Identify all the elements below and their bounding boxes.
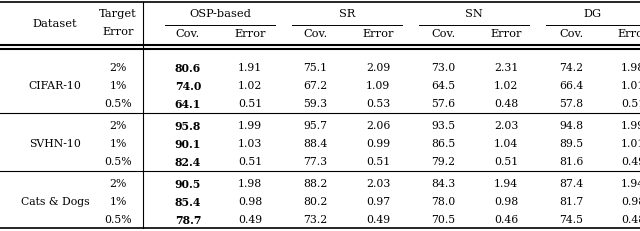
Text: Dataset: Dataset bbox=[33, 19, 77, 29]
Text: 94.8: 94.8 bbox=[559, 121, 583, 131]
Text: 0.46: 0.46 bbox=[494, 214, 518, 224]
Text: 57.8: 57.8 bbox=[559, 99, 583, 109]
Text: Error: Error bbox=[617, 29, 640, 39]
Text: 0.48: 0.48 bbox=[621, 214, 640, 224]
Text: 2.03: 2.03 bbox=[494, 121, 518, 131]
Text: 82.4: 82.4 bbox=[175, 156, 201, 167]
Text: 0.98: 0.98 bbox=[238, 196, 262, 206]
Text: 2%: 2% bbox=[109, 178, 127, 188]
Text: 0.49: 0.49 bbox=[621, 156, 640, 166]
Text: 2%: 2% bbox=[109, 121, 127, 131]
Text: 1%: 1% bbox=[109, 138, 127, 148]
Text: 67.2: 67.2 bbox=[303, 81, 327, 91]
Text: Error: Error bbox=[362, 29, 394, 39]
Text: 66.4: 66.4 bbox=[559, 81, 583, 91]
Text: 0.51: 0.51 bbox=[621, 99, 640, 109]
Text: 95.8: 95.8 bbox=[175, 120, 201, 131]
Text: Cov.: Cov. bbox=[431, 29, 455, 39]
Text: 87.4: 87.4 bbox=[559, 178, 583, 188]
Text: 2.06: 2.06 bbox=[366, 121, 390, 131]
Text: 81.6: 81.6 bbox=[559, 156, 583, 166]
Text: 2%: 2% bbox=[109, 63, 127, 73]
Text: 1.02: 1.02 bbox=[494, 81, 518, 91]
Text: 73.0: 73.0 bbox=[431, 63, 455, 73]
Text: Error: Error bbox=[102, 27, 134, 37]
Text: 1.99: 1.99 bbox=[238, 121, 262, 131]
Text: OSP-based: OSP-based bbox=[189, 9, 251, 19]
Text: 0.49: 0.49 bbox=[238, 214, 262, 224]
Text: 1.02: 1.02 bbox=[238, 81, 262, 91]
Text: 88.2: 88.2 bbox=[303, 178, 327, 188]
Text: 2.03: 2.03 bbox=[366, 178, 390, 188]
Text: 0.97: 0.97 bbox=[366, 196, 390, 206]
Text: 1.98: 1.98 bbox=[621, 63, 640, 73]
Text: Error: Error bbox=[234, 29, 266, 39]
Text: 0.5%: 0.5% bbox=[104, 99, 132, 109]
Text: SVHN-10: SVHN-10 bbox=[29, 138, 81, 148]
Text: 57.6: 57.6 bbox=[431, 99, 455, 109]
Text: Target: Target bbox=[99, 9, 137, 19]
Text: 0.99: 0.99 bbox=[366, 138, 390, 148]
Text: 89.5: 89.5 bbox=[559, 138, 583, 148]
Text: 95.7: 95.7 bbox=[303, 121, 327, 131]
Text: 0.98: 0.98 bbox=[621, 196, 640, 206]
Text: 1.09: 1.09 bbox=[366, 81, 390, 91]
Text: 77.3: 77.3 bbox=[303, 156, 327, 166]
Text: 90.1: 90.1 bbox=[175, 138, 201, 149]
Text: 1%: 1% bbox=[109, 81, 127, 91]
Text: 74.2: 74.2 bbox=[559, 63, 583, 73]
Text: CIFAR-10: CIFAR-10 bbox=[29, 81, 81, 91]
Text: 78.0: 78.0 bbox=[431, 196, 455, 206]
Text: 0.5%: 0.5% bbox=[104, 156, 132, 166]
Text: 74.0: 74.0 bbox=[175, 80, 201, 91]
Text: 0.98: 0.98 bbox=[494, 196, 518, 206]
Text: Cats & Dogs: Cats & Dogs bbox=[20, 196, 90, 206]
Text: 85.4: 85.4 bbox=[175, 196, 201, 207]
Text: 64.5: 64.5 bbox=[431, 81, 455, 91]
Text: 1.01: 1.01 bbox=[621, 138, 640, 148]
Text: SR: SR bbox=[339, 9, 355, 19]
Text: 64.1: 64.1 bbox=[175, 98, 201, 109]
Text: 75.1: 75.1 bbox=[303, 63, 327, 73]
Text: 79.2: 79.2 bbox=[431, 156, 455, 166]
Text: 59.3: 59.3 bbox=[303, 99, 327, 109]
Text: 1.94: 1.94 bbox=[621, 178, 640, 188]
Text: 90.5: 90.5 bbox=[175, 178, 201, 189]
Text: 88.4: 88.4 bbox=[303, 138, 327, 148]
Text: 1.91: 1.91 bbox=[238, 63, 262, 73]
Text: 0.51: 0.51 bbox=[494, 156, 518, 166]
Text: 1.01: 1.01 bbox=[621, 81, 640, 91]
Text: Cov.: Cov. bbox=[559, 29, 583, 39]
Text: 0.53: 0.53 bbox=[366, 99, 390, 109]
Text: 2.31: 2.31 bbox=[494, 63, 518, 73]
Text: 1.03: 1.03 bbox=[238, 138, 262, 148]
Text: 2.09: 2.09 bbox=[366, 63, 390, 73]
Text: 0.51: 0.51 bbox=[238, 99, 262, 109]
Text: 1%: 1% bbox=[109, 196, 127, 206]
Text: Error: Error bbox=[490, 29, 522, 39]
Text: 80.6: 80.6 bbox=[175, 62, 201, 73]
Text: 1.99: 1.99 bbox=[621, 121, 640, 131]
Text: 74.5: 74.5 bbox=[559, 214, 583, 224]
Text: 80.2: 80.2 bbox=[303, 196, 327, 206]
Text: 1.98: 1.98 bbox=[238, 178, 262, 188]
Text: Cov.: Cov. bbox=[303, 29, 327, 39]
Text: SN: SN bbox=[465, 9, 483, 19]
Text: 0.5%: 0.5% bbox=[104, 214, 132, 224]
Text: 70.5: 70.5 bbox=[431, 214, 455, 224]
Text: 1.94: 1.94 bbox=[494, 178, 518, 188]
Text: 93.5: 93.5 bbox=[431, 121, 455, 131]
Text: 0.51: 0.51 bbox=[366, 156, 390, 166]
Text: 0.49: 0.49 bbox=[366, 214, 390, 224]
Text: 1.04: 1.04 bbox=[494, 138, 518, 148]
Text: 86.5: 86.5 bbox=[431, 138, 455, 148]
Text: 0.48: 0.48 bbox=[494, 99, 518, 109]
Text: 0.51: 0.51 bbox=[238, 156, 262, 166]
Text: 81.7: 81.7 bbox=[559, 196, 583, 206]
Text: DG: DG bbox=[584, 9, 602, 19]
Text: 84.3: 84.3 bbox=[431, 178, 455, 188]
Text: 78.7: 78.7 bbox=[175, 214, 201, 225]
Text: 73.2: 73.2 bbox=[303, 214, 327, 224]
Text: Cov.: Cov. bbox=[176, 29, 200, 39]
